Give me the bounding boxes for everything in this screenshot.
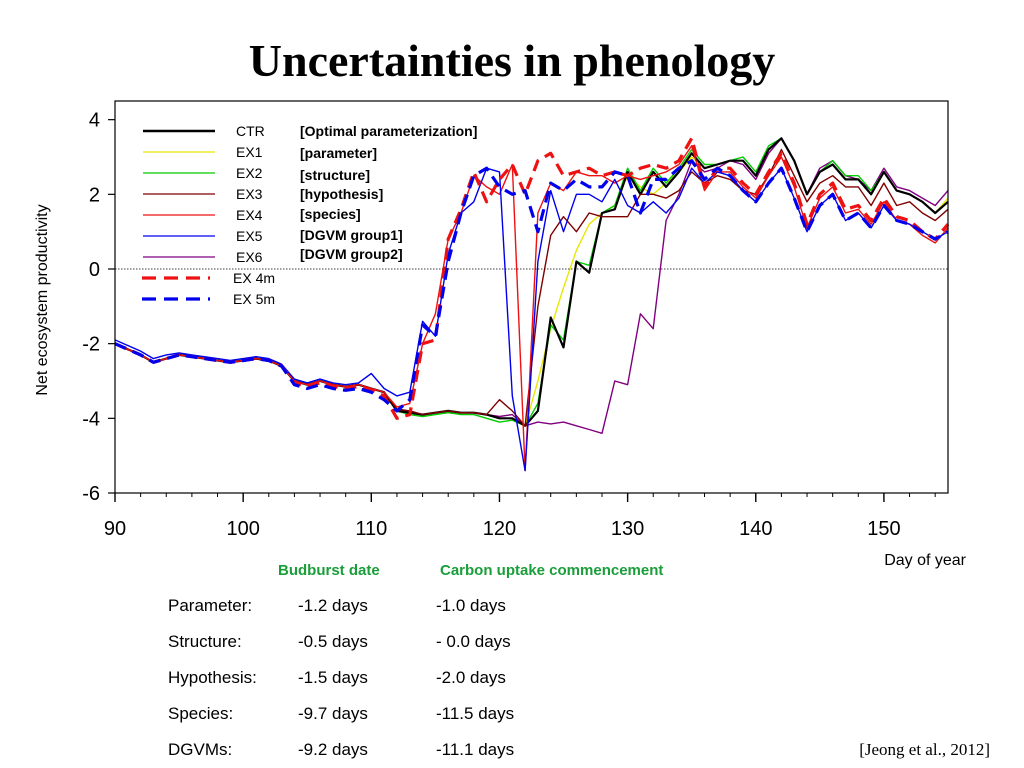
y-tick-label: 0 [89, 259, 100, 281]
annotation-label: [DGVM group2] [300, 246, 403, 262]
table-cell-carbon: - 0.0 days [436, 632, 511, 651]
y-tick-label: 2 [89, 184, 100, 206]
table-cell-budburst: -1.5 days [298, 668, 368, 687]
legend-label: EX2 [236, 165, 263, 181]
annotation-label: [DGVM group1] [300, 227, 403, 243]
x-tick-label: 150 [867, 518, 900, 540]
x-tick-label: 90 [104, 518, 126, 540]
axes-ticks: 4 2 0 -2 -4 -690 100 110 120 130 140 150 [82, 110, 936, 540]
table-cell-budburst: -9.7 days [298, 704, 368, 723]
y-tick-label: 4 [89, 110, 100, 132]
annotation-label: [parameter] [300, 145, 377, 161]
legend-label: EX 5m [233, 291, 275, 307]
x-axis-label: Day of year [884, 552, 966, 569]
table-cell-carbon: -1.0 days [436, 596, 506, 615]
slide-title: Uncertainties in phenology [248, 35, 776, 86]
y-tick-label: -6 [82, 483, 100, 505]
table-cell-label: Structure: [168, 632, 242, 651]
legend-label: EX5 [236, 228, 263, 244]
y-axis-label: Net ecosystem productivity [34, 204, 51, 395]
plot-frame [114, 100, 949, 494]
annotation-label: [Optimal parameterization] [300, 123, 477, 139]
legend-label: EX3 [236, 186, 263, 202]
table-header-budburst: Budburst date [278, 562, 380, 579]
legend-label: EX1 [236, 144, 263, 160]
x-tick-label: 130 [611, 518, 644, 540]
annotation-label: [species] [300, 206, 361, 222]
citation: [Jeong et al., 2012] [859, 740, 990, 759]
series-line-ex5 [114, 167, 949, 472]
plot-lines [114, 136, 950, 472]
table-header-carbon: Carbon uptake commencement [440, 562, 664, 579]
table-cell-carbon: -11.1 days [436, 740, 515, 759]
table-cell-carbon: -11.5 days [436, 704, 515, 723]
annotation-label: [structure] [300, 167, 370, 183]
legend: CTR EX1 EX2 EX3 EX4 EX5 EX6 EX 4m EX 5m [142, 123, 275, 307]
table-cell-label: Hypothesis: [168, 668, 257, 687]
x-tick-label: 100 [226, 518, 259, 540]
table-cell-label: DGVMs: [168, 740, 233, 759]
table-cell-label: Parameter: [168, 596, 253, 615]
x-tick-label: 120 [483, 518, 516, 540]
y-tick-label: -4 [82, 408, 100, 430]
series-line-ex-4m [114, 136, 950, 420]
legend-label: EX 4m [233, 270, 275, 286]
x-tick-label: 140 [739, 518, 772, 540]
table-cell-carbon: -2.0 days [436, 668, 506, 687]
annotations: [Optimal parameterization] [parameter] [st… [300, 123, 477, 262]
table-cell-budburst: -1.2 days [298, 596, 368, 615]
legend-label: EX4 [236, 207, 263, 223]
table-cell-budburst: -9.2 days [298, 740, 368, 759]
x-tick-label: 110 [355, 518, 387, 540]
table-cell-label: Species: [168, 704, 234, 723]
ne-productivity-chart: 4 2 0 -2 -4 -690 100 110 120 130 140 150 CTR EX1 EX2 E… [34, 100, 967, 569]
legend-label: EX6 [236, 249, 263, 265]
legend-label: CTR [236, 123, 265, 139]
table-cell-budburst: -0.5 days [298, 632, 368, 651]
y-tick-label: -2 [82, 334, 100, 356]
annotation-label: [hypothesis] [300, 186, 383, 202]
